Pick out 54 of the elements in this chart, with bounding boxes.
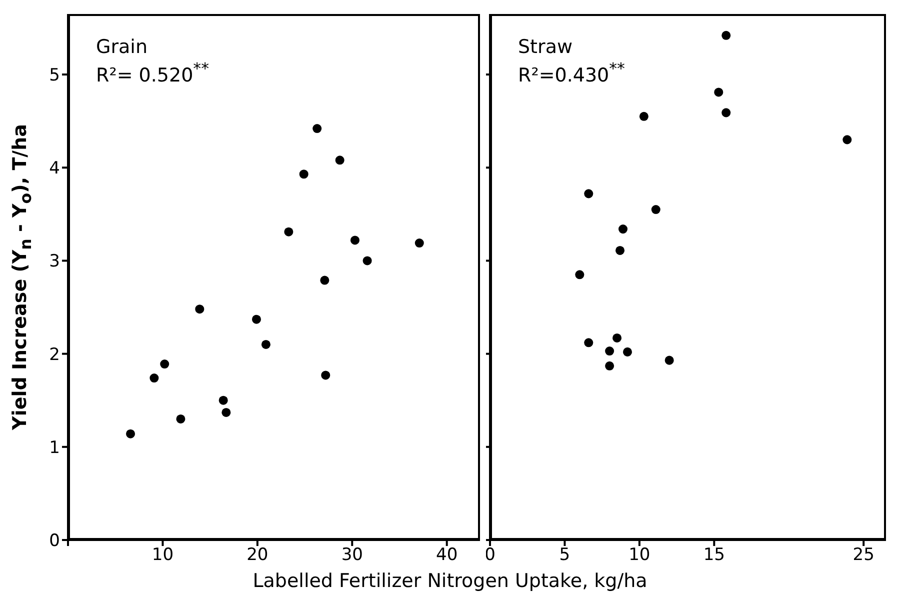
point — [575, 270, 584, 280]
point — [362, 256, 372, 266]
annotation: R²=0.430$^{**}$ — [518, 58, 625, 86]
x-tick-label: 5 — [559, 545, 570, 566]
point — [842, 135, 852, 144]
point — [714, 88, 724, 97]
x-tick-label: 25 — [852, 545, 874, 566]
point — [261, 340, 270, 349]
point — [584, 338, 594, 348]
point — [350, 236, 360, 245]
y-tick-label: 2 — [49, 344, 60, 365]
x-tick-label: 10 — [628, 545, 650, 566]
point — [218, 396, 228, 405]
point — [622, 347, 632, 356]
y-tick-label: 0 — [49, 531, 60, 552]
point — [605, 361, 614, 370]
annotation: R²= 0.520$^{**}$ — [96, 58, 209, 86]
point — [150, 374, 159, 383]
point — [414, 238, 424, 248]
point — [195, 304, 204, 314]
x-tick-label: 40 — [436, 545, 458, 566]
point — [321, 370, 330, 380]
point — [176, 414, 186, 424]
point — [722, 108, 731, 118]
point — [615, 246, 625, 255]
point — [252, 314, 261, 324]
point — [126, 429, 136, 438]
x-tick-label: 0 — [484, 545, 496, 566]
point — [722, 30, 731, 40]
point — [612, 333, 622, 342]
point — [320, 276, 330, 285]
point — [651, 205, 660, 214]
x-tick-label: 10 — [152, 545, 174, 566]
y-tick-label: 1 — [49, 438, 60, 458]
point — [584, 189, 594, 198]
point — [222, 408, 231, 417]
point — [618, 224, 628, 234]
y-tick-label: 5 — [49, 66, 60, 86]
point — [639, 112, 648, 121]
annotation: Grain — [96, 36, 148, 58]
point — [312, 124, 322, 134]
annotation: Straw — [518, 36, 574, 58]
point — [664, 356, 674, 365]
point — [284, 227, 294, 236]
point — [335, 156, 344, 165]
y-tick-label: 4 — [49, 158, 60, 179]
y-tick-label: 3 — [49, 252, 60, 272]
x-axis-title: Labelled Fertilizer Nitrogen Uptake, kg/ha — [252, 570, 648, 592]
x-tick-label: 20 — [246, 545, 268, 566]
x-tick-label: 15 — [703, 545, 725, 566]
x-tick-label: 30 — [341, 545, 363, 566]
point — [299, 170, 308, 179]
point — [160, 360, 170, 369]
point — [605, 346, 614, 356]
